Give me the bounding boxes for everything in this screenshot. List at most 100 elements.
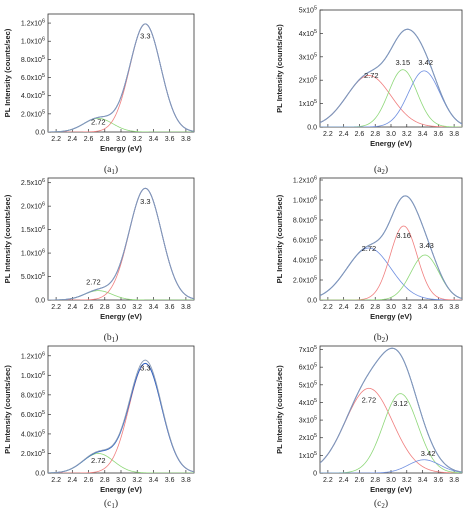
x-tick-label: 3.4: [149, 304, 159, 311]
x-tick-label: 3.4: [149, 136, 159, 143]
peak-label: 3.15: [396, 58, 411, 67]
peak-curve: [320, 70, 462, 127]
y-axis-title: PL Intensity (counts/sec): [275, 194, 284, 283]
y-tick-label: 2.0x105: [293, 276, 317, 285]
y-tick-label: 0.0: [35, 471, 45, 478]
x-tick-label: 3.2: [132, 304, 142, 311]
panel-caption: (a1): [104, 164, 118, 176]
x-tick-label: 2.2: [51, 136, 61, 143]
peak-label: 3.3: [140, 197, 150, 206]
x-tick-label: 2.4: [67, 304, 77, 311]
measured-curve: [320, 28, 462, 125]
x-tick-label: 3.2: [132, 477, 142, 484]
x-axis-title: Energy (eV): [100, 312, 142, 321]
x-tick-label: 2.8: [100, 477, 110, 484]
y-tick-label: 6.0x105: [21, 410, 45, 419]
x-tick-label: 2.2: [323, 304, 333, 311]
y-tick-label: 1.5x106: [21, 225, 45, 234]
peak-label: 2.72: [364, 71, 379, 80]
peak-curve: [320, 69, 462, 127]
fit-sum-curve: [320, 195, 462, 299]
peak-label: 2.72: [91, 456, 106, 465]
panel-caption: (c2): [374, 498, 388, 510]
x-tick-label: 3.0: [116, 304, 126, 311]
x-tick-label: 3.8: [449, 304, 459, 311]
x-tick-label: 2.4: [339, 131, 349, 138]
x-tick-label: 3.4: [418, 131, 428, 138]
x-tick-label: 3.4: [149, 477, 159, 484]
x-tick-label: 3.2: [402, 131, 412, 138]
peak-label: 2.72: [91, 118, 106, 127]
peak-label: 2.72: [362, 244, 377, 253]
y-tick-label: 0.0: [307, 125, 317, 132]
fit-sum-curve: [320, 347, 462, 473]
y-axis-title: PL Intensity (counts/sec): [275, 24, 284, 113]
fit-sum-curve: [48, 362, 194, 473]
y-tick-label: 4x105: [299, 29, 317, 38]
peak-label: 2.72: [86, 278, 101, 287]
y-tick-label: 4x105: [299, 398, 317, 407]
x-tick-label: 2.8: [370, 477, 380, 484]
y-tick-label: 6x105: [299, 363, 317, 372]
x-tick-label: 3.0: [386, 131, 396, 138]
panel-b2: 2.2 2.4 2.6 2.8 3.0 3.2 3.4 3.6 3.8 0.0 2.0x105 4.0…: [275, 176, 463, 344]
plot-frame: [319, 9, 463, 128]
y-tick-label: 3x105: [299, 416, 317, 425]
y-tick-label: 2.0x105: [21, 109, 45, 118]
x-tick-label: 2.4: [67, 136, 77, 143]
peak-label: 3.3: [140, 363, 150, 372]
y-tick-label: 6.0x105: [293, 236, 317, 245]
x-tick-label: 2.6: [84, 477, 94, 484]
peak-curve: [48, 363, 194, 473]
x-tick-label: 3.6: [165, 304, 175, 311]
panel-caption: (a2): [374, 164, 388, 176]
x-axis-title: Energy (eV): [370, 312, 412, 321]
fit-sum-curve: [320, 28, 462, 125]
panel-caption: (b2): [374, 332, 389, 344]
x-tick-label: 3.8: [181, 477, 191, 484]
x-tick-label: 2.8: [370, 304, 380, 311]
peak-label: 3.42: [418, 58, 433, 67]
x-tick-label: 3.8: [449, 477, 459, 484]
y-tick-label: 5x105: [299, 380, 317, 389]
x-tick-label: 2.2: [323, 131, 333, 138]
y-tick-label: 4.0x105: [21, 91, 45, 100]
y-tick-label: 2.0x105: [21, 449, 45, 458]
plot-frame: [319, 345, 463, 474]
plot-frame: [47, 177, 195, 301]
y-tick-label: 0: [313, 471, 317, 478]
peak-curve: [320, 225, 462, 300]
y-tick-label: 8.0x105: [21, 55, 45, 64]
peak-label: 3.16: [396, 231, 411, 240]
y-tick-label: 6.0x105: [21, 73, 45, 82]
peak-curve: [320, 254, 462, 300]
x-tick-label: 3.0: [386, 477, 396, 484]
y-tick-label: 2.0x106: [21, 202, 45, 211]
x-tick-label: 3.0: [116, 477, 126, 484]
y-tick-label: 1.2x106: [21, 19, 45, 28]
plot-frame: [47, 345, 195, 474]
y-tick-label: 8.0x105: [21, 390, 45, 399]
y-tick-label: 1.0x106: [21, 371, 45, 380]
y-tick-label: 1.0x106: [293, 196, 317, 205]
x-tick-label: 3.6: [165, 477, 175, 484]
x-tick-label: 2.8: [100, 304, 110, 311]
x-tick-label: 3.6: [433, 304, 443, 311]
x-tick-label: 2.4: [339, 304, 349, 311]
peak-curve: [320, 393, 462, 473]
peak-curve: [48, 23, 194, 132]
fit-sum-curve: [48, 187, 194, 300]
x-tick-label: 3.4: [418, 304, 428, 311]
x-tick-label: 2.2: [51, 304, 61, 311]
measured-curve: [48, 187, 194, 300]
x-tick-label: 2.8: [100, 136, 110, 143]
x-axis-title: Energy (eV): [100, 485, 142, 494]
y-tick-label: 0.0: [307, 298, 317, 305]
x-axis-title: Energy (eV): [370, 485, 412, 494]
panel-c1: 2.2 2.4 2.6 2.8 3.0 3.2 3.4 3.6 3.8 0.0 2.0x105 4.0…: [3, 345, 195, 510]
x-tick-label: 2.6: [355, 131, 365, 138]
peak-label: 3.43: [419, 241, 434, 250]
y-axis-title: PL Intensity (counts/sec): [3, 365, 12, 454]
y-axis-title: PL Intensity (counts/sec): [3, 28, 12, 117]
